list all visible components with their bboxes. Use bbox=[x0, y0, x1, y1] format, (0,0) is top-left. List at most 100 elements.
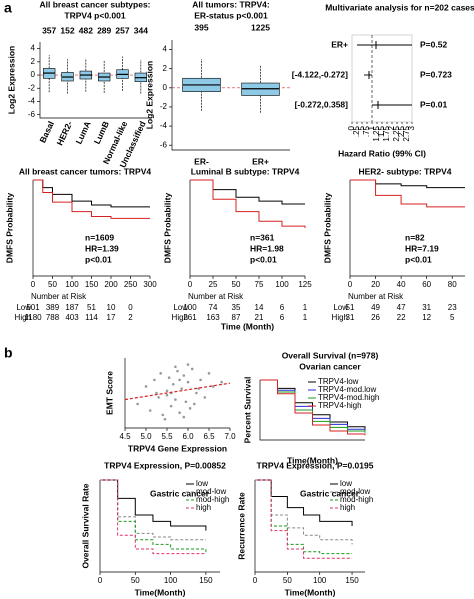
risk-value: 0 bbox=[128, 303, 133, 312]
annotation: Gastric cancer bbox=[300, 488, 360, 498]
x-tick-label: 5.5 bbox=[161, 432, 173, 441]
risk-value: 10 bbox=[107, 303, 116, 312]
y-tick-label: 0 bbox=[31, 70, 36, 79]
point bbox=[165, 389, 169, 393]
survival-curve bbox=[350, 179, 465, 189]
x-tick-label: 1.25 bbox=[372, 125, 381, 141]
risk-value: 22 bbox=[397, 313, 406, 322]
annotation: p<0.01 bbox=[250, 254, 277, 264]
x-tick-label: 50 bbox=[48, 280, 57, 289]
risk-value: 1180 bbox=[24, 313, 42, 322]
survival-curve bbox=[260, 379, 366, 436]
risk-row-label: Low bbox=[16, 303, 31, 312]
point bbox=[159, 372, 162, 375]
count-label: 357 bbox=[42, 25, 56, 35]
x-axis-label: Time(Month) bbox=[287, 455, 338, 465]
risk-row-label: High bbox=[332, 313, 348, 322]
chart-subtitle: TRPV4 p<0.001 bbox=[64, 10, 125, 20]
y-tick-label: 2 bbox=[163, 64, 168, 73]
x-tick-label: 100 bbox=[275, 280, 289, 289]
x-tick-label: 200 bbox=[104, 280, 118, 289]
panel-label: a bbox=[4, 0, 12, 16]
y-tick-label: 4 bbox=[31, 44, 36, 53]
axis bbox=[124, 358, 230, 429]
x-tick-label: 2 bbox=[387, 125, 396, 130]
chart-title: Luminal B subtype: TRPV4 bbox=[191, 166, 300, 176]
point bbox=[172, 382, 175, 386]
risk-value: 87 bbox=[232, 313, 241, 322]
x-tick-label: ER- bbox=[194, 156, 209, 166]
point bbox=[199, 378, 202, 382]
annotation: HR=7.19 bbox=[405, 243, 439, 253]
x-tick-label: 50 bbox=[283, 576, 292, 585]
y-tick-label: -2 bbox=[28, 83, 36, 92]
risk-value: 788 bbox=[46, 313, 60, 322]
point bbox=[211, 385, 215, 388]
point bbox=[174, 398, 177, 401]
risk-table-title: Number at Risk bbox=[348, 292, 404, 301]
risk-table-title: Number at Risk bbox=[31, 292, 87, 301]
panel-label: b bbox=[4, 345, 13, 361]
count-label: 1225 bbox=[251, 22, 270, 32]
point bbox=[167, 376, 171, 379]
y-tick-label: 2 bbox=[31, 57, 36, 66]
survival-curve bbox=[33, 179, 150, 219]
point bbox=[161, 413, 165, 417]
x-tick-label: 1.5 bbox=[377, 125, 386, 137]
legend-label: mod-low bbox=[196, 487, 226, 496]
x-tick-label: HER2- bbox=[55, 119, 75, 146]
x-tick-label: 150 bbox=[345, 576, 359, 585]
risk-value: 114 bbox=[85, 313, 98, 322]
chart-title: Overall Survival (n=978) bbox=[282, 350, 379, 360]
x-tick-label: ER+ bbox=[252, 156, 269, 166]
y-tick-label: -6 bbox=[160, 140, 168, 149]
point bbox=[190, 367, 194, 371]
count-label: 257 bbox=[115, 25, 129, 35]
x-tick-label: 5.0 bbox=[140, 432, 152, 441]
x-tick-label: 2.75 bbox=[402, 125, 411, 141]
count-label: 289 bbox=[97, 25, 111, 35]
x-axis-label: Hazard Ratio (99% CI) bbox=[338, 148, 426, 158]
point bbox=[182, 415, 186, 419]
point bbox=[184, 400, 188, 404]
legend-label: mod-high bbox=[196, 495, 229, 504]
x-tick-label: 2.25 bbox=[392, 125, 401, 141]
annotation: p<0.01 bbox=[405, 254, 432, 264]
risk-value: 51 bbox=[87, 303, 96, 312]
y-axis-label: EMT Score bbox=[104, 371, 114, 415]
point bbox=[207, 372, 211, 375]
risk-value: 6 bbox=[280, 303, 285, 312]
annotation: n=361 bbox=[250, 232, 275, 242]
legend-label: high bbox=[196, 503, 211, 512]
point bbox=[180, 387, 183, 390]
point bbox=[157, 396, 160, 399]
risk-value: 187 bbox=[65, 303, 79, 312]
risk-value: 389 bbox=[46, 303, 60, 312]
axis bbox=[171, 40, 290, 151]
x-tick-label: 2.5 bbox=[397, 125, 406, 137]
risk-value: 31 bbox=[422, 303, 431, 312]
point bbox=[178, 411, 181, 414]
point bbox=[193, 402, 196, 406]
chart-subtitle: ER-status p<0.001 bbox=[194, 10, 268, 20]
x-tick-label: 1 bbox=[367, 125, 376, 130]
legend-label: TRPV4-low bbox=[318, 377, 359, 386]
axis bbox=[189, 180, 305, 277]
legend-label: TRPV4-high bbox=[318, 401, 362, 410]
x-tick-label: 250 bbox=[124, 280, 138, 289]
x-tick-label: 80 bbox=[448, 280, 457, 289]
risk-value: 2 bbox=[128, 313, 133, 322]
risk-value: 26 bbox=[371, 313, 380, 322]
point bbox=[220, 380, 223, 384]
x-tick-label: 75 bbox=[255, 280, 264, 289]
chart-title: TRPV4 Expression, P=0.00852 bbox=[104, 460, 226, 470]
y-axis-label: Log2 Expression bbox=[6, 46, 16, 115]
point bbox=[165, 393, 169, 397]
x-tick-label: 150 bbox=[85, 280, 99, 289]
survival-curve bbox=[255, 479, 353, 526]
x-tick-label: 0 bbox=[347, 125, 356, 130]
x-tick-label: 1.75 bbox=[382, 125, 391, 141]
count-label: 344 bbox=[134, 25, 148, 35]
y-tick-label: -6 bbox=[28, 110, 36, 119]
